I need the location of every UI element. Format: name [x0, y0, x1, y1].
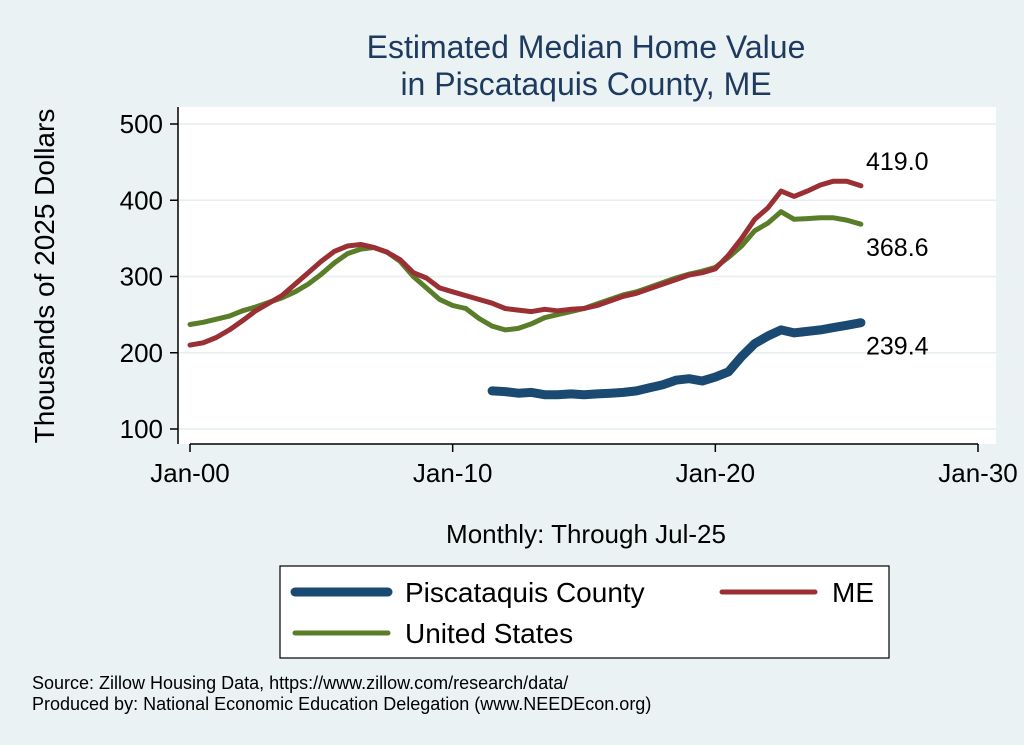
- series-line-united-states: [187, 209, 864, 333]
- y-tick-label-200: 200: [120, 338, 163, 368]
- chart-title-line-2: in Piscataquis County, ME: [400, 66, 771, 102]
- series-end-labels: 239.4 419.0 368.6: [866, 148, 929, 361]
- produced-by-note: Produced by: National Economic Education…: [32, 694, 651, 714]
- plot-area: [178, 107, 996, 444]
- y-tick-label-300: 300: [120, 262, 163, 292]
- y-axis-label: Thousands of 2025 Dollars: [29, 109, 60, 444]
- legend-box: [279, 565, 890, 659]
- series-line-me: [187, 178, 864, 348]
- x-axis-ticks: Jan-00 Jan-10 Jan-20 Jan-30: [150, 444, 1018, 488]
- x-tick-label-Jan-30: Jan-30: [938, 458, 1018, 488]
- end-label-me: 419.0: [866, 148, 929, 176]
- gridlines: [178, 123, 996, 430]
- chart-title-line-1: Estimated Median Home Value: [367, 29, 806, 65]
- legend-label-me: ME: [832, 577, 874, 608]
- y-tick-label-400: 400: [120, 185, 163, 215]
- legend: Piscataquis County ME United States: [290, 577, 874, 649]
- x-tick-label-Jan-20: Jan-20: [676, 458, 756, 488]
- series-line-piscataquis-county: [487, 318, 866, 400]
- legend-label-piscataquis-county: Piscataquis County: [405, 577, 645, 608]
- source-note: Source: Zillow Housing Data, https://www…: [32, 673, 568, 693]
- y-axis-ticks: 100 200 300 400 500: [120, 109, 178, 444]
- x-tick-label-Jan-10: Jan-10: [413, 458, 493, 488]
- end-label-piscataquis-county: 239.4: [866, 333, 929, 361]
- x-axis-label: Monthly: Through Jul-25: [446, 519, 726, 549]
- x-tick-label-Jan-00: Jan-00: [150, 458, 230, 488]
- y-tick-label-100: 100: [120, 414, 163, 444]
- legend-label-united-states: United States: [405, 618, 573, 649]
- series-lines: [187, 178, 866, 400]
- y-tick-label-500: 500: [120, 109, 163, 139]
- end-label-united-states: 368.6: [866, 234, 929, 262]
